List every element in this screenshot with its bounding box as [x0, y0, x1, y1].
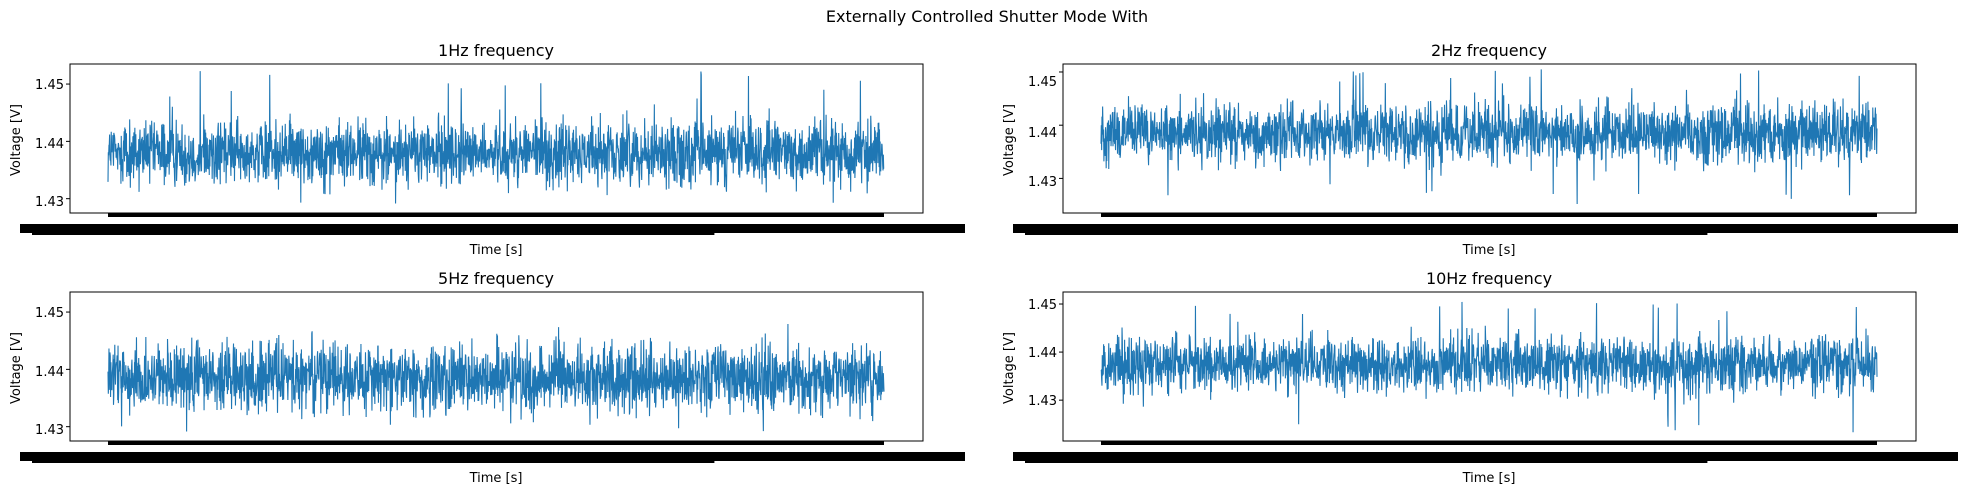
y-tick-label: 1.43: [1028, 394, 1057, 409]
x-axis-label: Time [s]: [1462, 471, 1516, 486]
voltage-series-line: [107, 323, 885, 432]
y-tick-label: 1.44: [1028, 126, 1057, 141]
x-tick-labels-overlapping: [32, 229, 715, 235]
subplot-5hz: 5Hz frequency Voltage [V] Time [s] 1.43 …: [9, 269, 965, 486]
plot-area: [20, 63, 965, 235]
subplot-title: 1Hz frequency: [438, 41, 554, 60]
y-tick-label: 1.44: [35, 137, 64, 152]
voltage-series-line: [107, 71, 885, 204]
y-tick-label: 1.43: [1028, 175, 1057, 190]
x-tick-marks-dense: [108, 441, 884, 445]
y-tick-label: 1.45: [35, 306, 64, 321]
subplot-2hz: 2Hz frequency Voltage [V] Time [s] 1.43 …: [1002, 41, 1958, 258]
y-axis-label: Voltage [V]: [1002, 104, 1017, 176]
x-tick-labels-overlapping: [20, 452, 965, 461]
x-axis-label: Time [s]: [469, 471, 523, 486]
y-tick-label: 1.44: [1028, 346, 1057, 361]
x-axis-label: Time [s]: [469, 243, 523, 258]
y-axis-label: Voltage [V]: [9, 104, 24, 176]
subplot-10hz: 10Hz frequency Voltage [V] Time [s] 1.43…: [1002, 269, 1958, 486]
y-tick-label: 1.45: [1028, 75, 1057, 90]
subplot-title: 2Hz frequency: [1431, 41, 1547, 60]
figure-suptitle: Externally Controlled Shutter Mode With: [826, 7, 1148, 26]
y-tick-label: 1.45: [35, 78, 64, 93]
voltage-series-line: [1100, 301, 1878, 433]
y-tick-label: 1.43: [35, 195, 64, 210]
plot-area: [1013, 63, 1958, 235]
y-axis-label: Voltage [V]: [1002, 332, 1017, 404]
x-tick-marks-dense: [108, 213, 884, 217]
voltage-series-line: [1100, 69, 1878, 204]
subplot-title: 5Hz frequency: [438, 269, 554, 288]
plot-area: [20, 291, 965, 463]
x-tick-labels-overlapping: [1013, 452, 1958, 461]
x-axis-label: Time [s]: [1462, 243, 1516, 258]
x-tick-labels-overlapping: [20, 224, 965, 233]
x-tick-marks-dense: [1101, 213, 1877, 217]
x-tick-labels-overlapping: [1025, 457, 1708, 463]
x-tick-labels-overlapping: [32, 457, 715, 463]
plot-area: [1013, 291, 1958, 463]
y-tick-label: 1.44: [35, 365, 64, 380]
y-tick-label: 1.43: [35, 423, 64, 438]
x-tick-marks-dense: [1101, 441, 1877, 445]
y-tick-label: 1.45: [1028, 298, 1057, 313]
x-tick-labels-overlapping: [1025, 229, 1708, 235]
y-axis-label: Voltage [V]: [9, 332, 24, 404]
x-tick-labels-overlapping: [1013, 224, 1958, 233]
subplot-title: 10Hz frequency: [1426, 269, 1552, 288]
subplot-1hz: 1Hz frequency Voltage [V] Time [s] 1.43 …: [9, 41, 965, 258]
